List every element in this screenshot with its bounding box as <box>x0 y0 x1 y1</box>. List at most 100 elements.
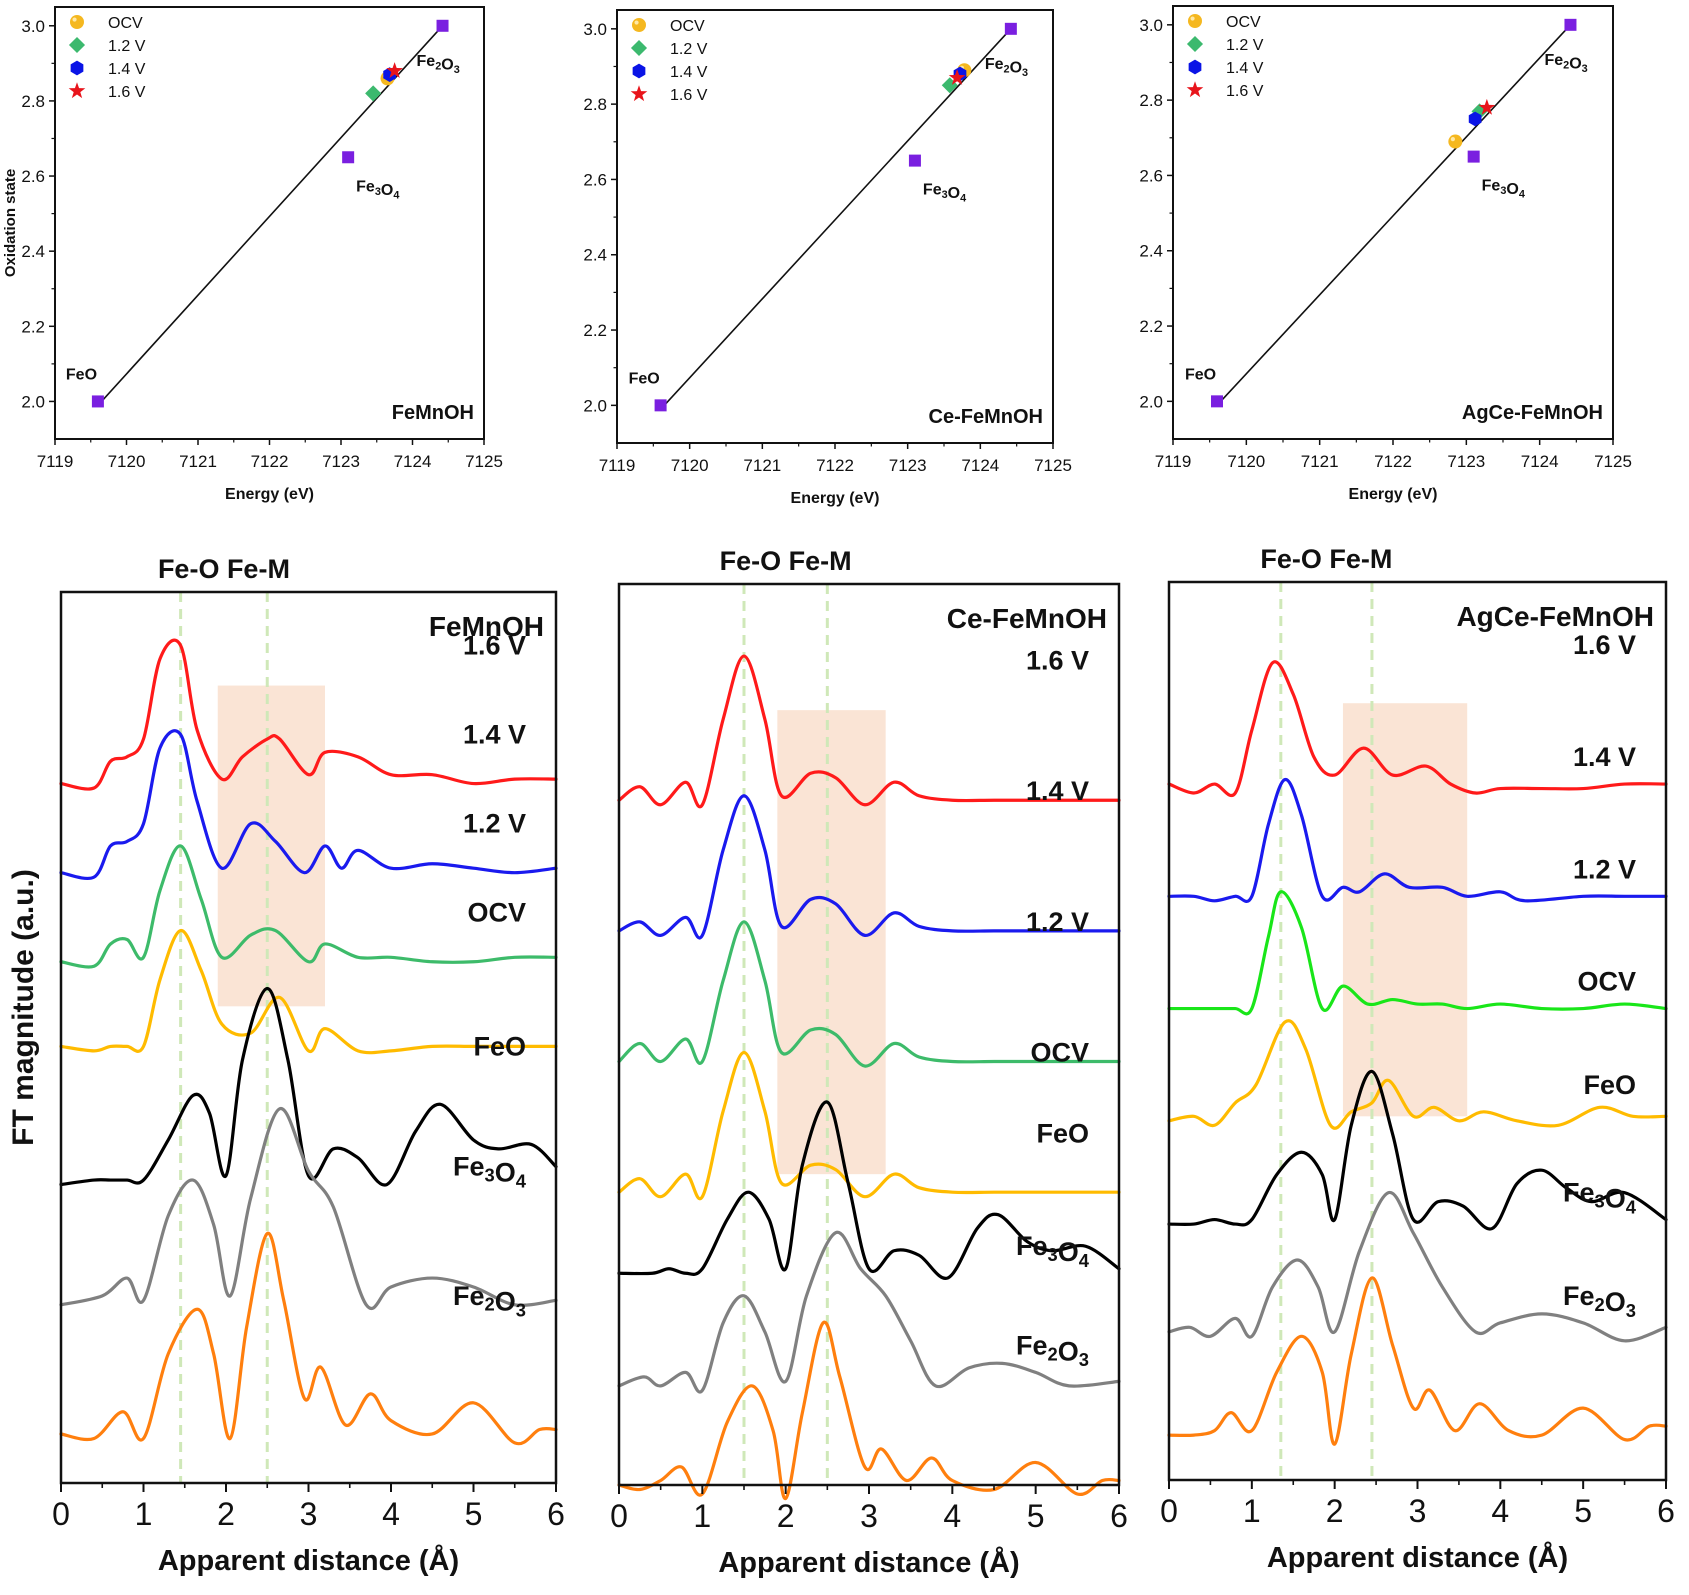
ft-curve-Fe2O3 <box>59 1231 558 1446</box>
curve-label: OCV <box>467 898 526 928</box>
x-tick-label: 1 <box>693 1498 711 1534</box>
legend-label: 1.4 V <box>670 64 708 81</box>
reference-point-fe2o3 <box>1564 18 1577 31</box>
x-tick-label: 1 <box>1243 1493 1261 1529</box>
formula-part: Fe <box>356 178 375 195</box>
curve-label: OCV <box>1030 1038 1089 1068</box>
x-tick-label: 4 <box>382 1496 400 1532</box>
bond-header: Fe-O Fe-M <box>1260 544 1392 574</box>
subscript: 3 <box>1022 67 1028 79</box>
curve-label: Fe3O4 <box>1016 1231 1090 1271</box>
curve-label: OCV <box>1577 967 1636 997</box>
reference-label-feo: FeO <box>66 366 97 383</box>
scatter-panel-top-middle: 7119 7120 7121 7122 7123 7124 7125 2.0 2.2 2.4 2.6… <box>583 9 1072 507</box>
y-tick-label: 2.4 <box>1139 242 1163 261</box>
legend-marker-14V <box>70 60 84 76</box>
formula-part: O <box>441 56 453 73</box>
ft-curve-FeO <box>59 986 558 1187</box>
x-tick-label: 6 <box>1110 1498 1128 1534</box>
fit-line <box>660 28 1012 410</box>
sample-label: FeMnOH <box>429 611 544 642</box>
sample-point-14V <box>1468 111 1482 127</box>
formula-part: O <box>1058 1336 1079 1366</box>
legend-marker-OCV-highlight <box>72 17 77 22</box>
formula-part: FeO <box>66 366 97 383</box>
legend-marker-OCV <box>1188 14 1202 28</box>
x-tick-label: 0 <box>610 1498 628 1534</box>
sample-point-12V <box>365 85 382 102</box>
legend-marker-OCV-highlight <box>1190 16 1195 21</box>
sample-label: FeMnOH <box>392 402 474 424</box>
ft-curve-12V <box>1167 890 1668 1016</box>
legend-label: 1.2 V <box>108 38 146 55</box>
x-tick-label: 7122 <box>251 452 289 471</box>
legend-marker-OCV-highlight <box>634 20 639 25</box>
curve-label: FeO <box>473 1031 526 1061</box>
x-tick-label: 7121 <box>1301 452 1339 471</box>
x-axis-title: Apparent distance (Å) <box>158 1544 459 1577</box>
ft-curve-14V <box>59 729 558 881</box>
x-tick-label: 7124 <box>1521 452 1559 471</box>
formula-part: Fe <box>453 1281 485 1311</box>
curve-label: 1.6 V <box>1573 630 1636 660</box>
ft-curve-Fe2O3 <box>1167 1276 1668 1446</box>
x-axis-title: Apparent distance (Å) <box>1267 1541 1568 1574</box>
x-tick-label: 7119 <box>1155 452 1192 471</box>
legend-label: 1.6 V <box>108 84 146 101</box>
legend-marker-OCV <box>70 15 84 29</box>
formula-part: Fe <box>417 53 436 70</box>
y-axis-title: FT magnitude (a.u.) <box>7 869 40 1146</box>
reference-label-fe3o4: Fe3O4 <box>356 178 399 201</box>
formula-part: O <box>495 1158 516 1188</box>
x-tick-label: 1 <box>135 1496 153 1532</box>
scatter-panel-top-right: 7119 7120 7121 7122 7123 7124 7125 2.0 2.2 2.4 2.6… <box>1139 5 1632 503</box>
curve-label: Fe2O3 <box>1016 1330 1089 1370</box>
sample-point-OCV-highlight <box>1450 136 1455 142</box>
legend-marker-14V <box>1188 59 1202 75</box>
x-tick-label: 2 <box>1326 1493 1344 1529</box>
x-tick-label: 6 <box>1657 1493 1675 1529</box>
x-axis-title: Energy (eV) <box>225 486 314 503</box>
y-tick-label: 3.0 <box>583 20 607 39</box>
formula-part: O <box>1010 59 1022 76</box>
legend-marker-OCV <box>632 18 646 32</box>
y-tick-label: 2.6 <box>1139 166 1163 185</box>
legend-label: 1.2 V <box>1226 37 1264 54</box>
bond-header: Fe-O Fe-M <box>158 554 290 584</box>
x-tick-label: 7122 <box>1374 452 1412 471</box>
legend-marker-12V <box>68 36 86 54</box>
highlight-region <box>217 685 325 1007</box>
reference-label-fe3o4: Fe3O4 <box>923 182 966 205</box>
x-tick-label: 7119 <box>599 456 636 475</box>
legend-marker-16V <box>68 82 86 99</box>
x-axis-title: Energy (eV) <box>791 490 880 507</box>
highlight-region <box>1342 703 1468 1117</box>
reference-label-feo: FeO <box>629 370 660 387</box>
subscript: 2 <box>485 1294 495 1315</box>
subscript: 4 <box>516 1170 527 1191</box>
subscript: 3 <box>1626 1300 1636 1321</box>
ft-curve-Fe3O4 <box>59 1107 558 1310</box>
legend-label: 1.6 V <box>670 87 708 104</box>
x-tick-label: 7120 <box>108 452 146 471</box>
x-tick-label: 5 <box>1027 1498 1045 1534</box>
subscript: 4 <box>1079 1250 1090 1271</box>
legend-marker-16V <box>1186 81 1204 98</box>
ft-curve-OCV <box>59 928 558 1055</box>
subscript: 3 <box>485 1165 495 1186</box>
formula-part: FeO <box>1185 366 1216 383</box>
y-tick-label: 2.0 <box>1139 392 1163 411</box>
y-tick-label: 2.0 <box>583 396 607 415</box>
subscript: 4 <box>1519 189 1525 201</box>
highlight-region <box>777 710 886 1175</box>
formula-part: O <box>1605 1287 1626 1317</box>
y-tick-label: 2.2 <box>583 321 607 340</box>
x-tick-label: 7124 <box>961 456 999 475</box>
reference-point-fe2o3 <box>1004 22 1017 35</box>
x-axis-title: Apparent distance (Å) <box>718 1546 1019 1579</box>
legend-label: 1.4 V <box>108 61 146 78</box>
legend-marker-16V <box>630 85 648 102</box>
